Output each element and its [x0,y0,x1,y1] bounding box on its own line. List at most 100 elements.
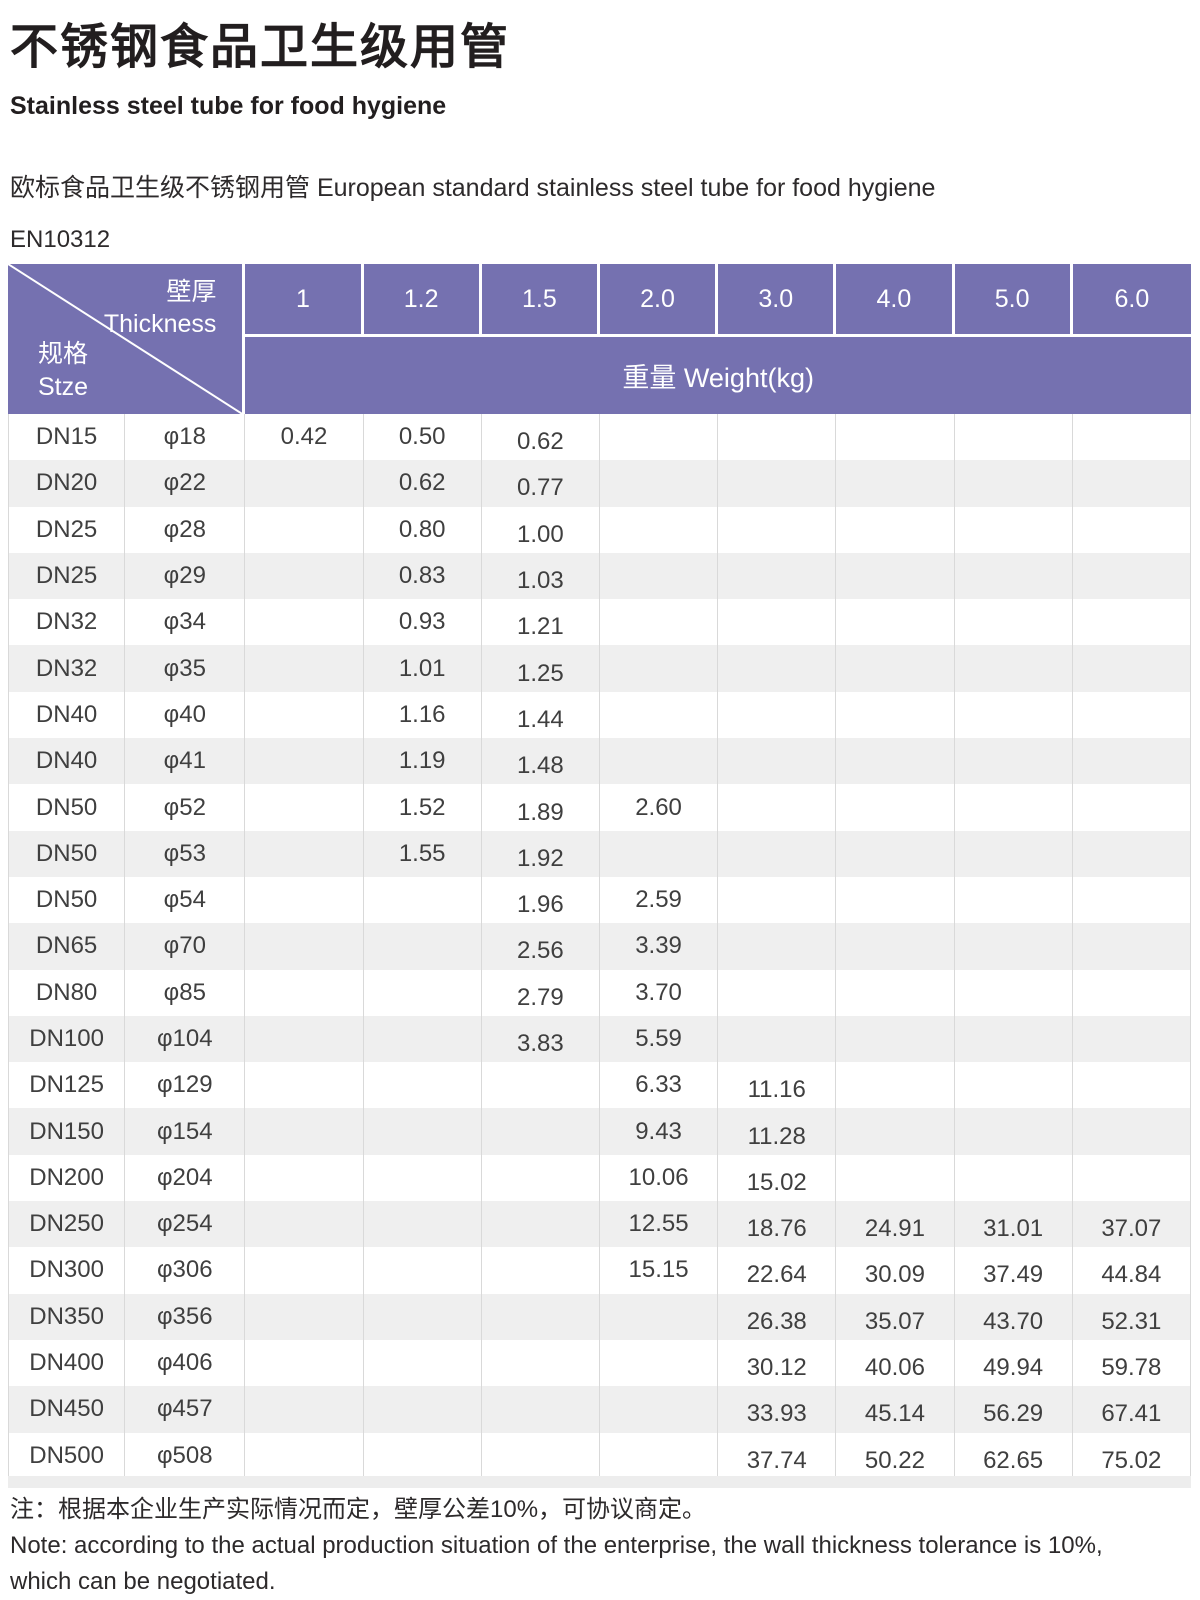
weight-cell [482,1062,600,1109]
weight-cell [600,691,719,739]
weight-cell [836,784,955,831]
diameter-cell: φ85 [125,969,246,1016]
weight-cell [718,506,837,553]
weight-cell: 0.42 [245,414,364,461]
weight-cell [718,645,837,692]
weight-cell: 62.65 [955,1432,1073,1479]
diameter-cell: φ52 [125,784,246,831]
weight-cell: 1.55 [364,830,482,877]
weight-cell: 30.09 [836,1247,955,1294]
weight-cell: 67.41 [1073,1386,1191,1433]
weight-cell [836,923,955,970]
weight-cell: 6.33 [600,1062,719,1109]
weight-cell [364,1432,482,1479]
weight-cell [482,1154,600,1202]
weight-cell: 5.59 [600,1015,719,1063]
thickness-col-header: 2.0 [599,264,719,337]
weight-cell: 31.01 [955,1201,1073,1248]
weight-cell [364,969,482,1016]
thickness-col-header: 5.0 [954,264,1073,337]
table-body: DN15 φ18 0.42 0.50 0.62 DN20 φ22 0.62 0.77 DN25 φ2… [8,414,1191,1479]
weight-cell [955,1062,1073,1109]
weight-cell [600,738,719,785]
weight-cell [1073,784,1191,831]
weight-cell: 37.07 [1073,1201,1191,1248]
weight-cell [718,876,837,924]
table-row: DN50 φ53 1.55 1.92 [8,830,1191,877]
weight-cell [1073,1015,1191,1063]
weight-cell: 1.25 [482,645,600,692]
weight-cell: 3.39 [600,923,719,970]
weight-cell [718,1015,837,1063]
weight-cell [955,830,1073,877]
diameter-cell: φ129 [125,1062,246,1109]
weight-cell: 10.06 [600,1154,719,1202]
weight-cell [364,1062,482,1109]
spec-table: 壁厚 Thickness 规格 Stze 1 1.2 1.5 2.0 3.0 4.0 5.0… [8,264,1191,1479]
size-cell: DN350 [8,1293,126,1340]
weight-cell: 35.07 [836,1293,955,1340]
weight-cell [364,1386,482,1433]
weight-cell [245,1201,364,1248]
thickness-col-header: 6.0 [1072,264,1191,337]
weight-cell [955,645,1073,692]
weight-cell: 15.15 [600,1247,719,1294]
diameter-cell: φ204 [125,1154,246,1202]
standard-code: EN10312 [10,226,111,253]
weight-cell [245,1339,364,1387]
table-row: DN65 φ70 2.56 3.39 [8,923,1191,970]
table-row: DN40 φ40 1.16 1.44 [8,691,1191,739]
diameter-cell: φ35 [125,645,246,692]
weight-cell [955,552,1073,600]
thickness-col-header: 4.0 [836,264,955,337]
weight-cell [955,969,1073,1016]
weight-cell [718,460,837,507]
weight-cell [1073,1154,1191,1202]
weight-cell [245,1062,364,1109]
weight-cell: 2.56 [482,923,600,970]
weight-cell [836,969,955,1016]
weight-cell: 1.92 [482,830,600,877]
weight-cell [955,414,1073,461]
weight-cell [600,1386,719,1433]
size-cell: DN40 [8,738,126,785]
weight-cell [364,1108,482,1155]
diameter-cell: φ28 [125,506,246,553]
weight-cell [364,1154,482,1202]
weight-cell [600,460,719,507]
weight-cell [482,1201,600,1248]
diameter-cell: φ34 [125,599,246,646]
weight-cell: 2.60 [600,784,719,831]
weight-cell [245,1293,364,1340]
weight-cell [245,1432,364,1479]
weight-cell [245,1015,364,1063]
weight-cell [836,599,955,646]
weight-cell [836,738,955,785]
weight-cell [836,552,955,600]
table-row: DN32 φ35 1.01 1.25 [8,645,1191,692]
weight-cell [1073,599,1191,646]
diameter-cell: φ22 [125,460,246,507]
weight-cell [1073,1108,1191,1155]
weight-cell [364,1201,482,1248]
weight-cell [482,1293,600,1340]
weight-cell [245,830,364,877]
table-row: DN32 φ34 0.93 1.21 [8,599,1191,646]
size-cell: DN400 [8,1339,126,1387]
weight-cell [364,1015,482,1063]
weight-cell [364,923,482,970]
footnote-en-line1: Note: according to the actual production… [10,1532,1103,1559]
weight-cell [600,414,719,461]
page-subtitle: Stainless steel tube for food hygiene [10,92,447,120]
weight-cell: 0.77 [482,460,600,507]
weight-cell [245,876,364,924]
table-row: DN200 φ204 10.06 15.02 [8,1154,1191,1202]
weight-cell [245,645,364,692]
weight-cell [482,1339,600,1387]
size-cell: DN125 [8,1062,126,1109]
diameter-cell: φ457 [125,1386,246,1433]
table-row: DN300 φ306 15.15 22.64 30.09 37.49 44.84 [8,1247,1191,1294]
corner-thickness-label: 壁厚 Thickness [104,276,217,340]
weight-cell: 3.83 [482,1015,600,1063]
